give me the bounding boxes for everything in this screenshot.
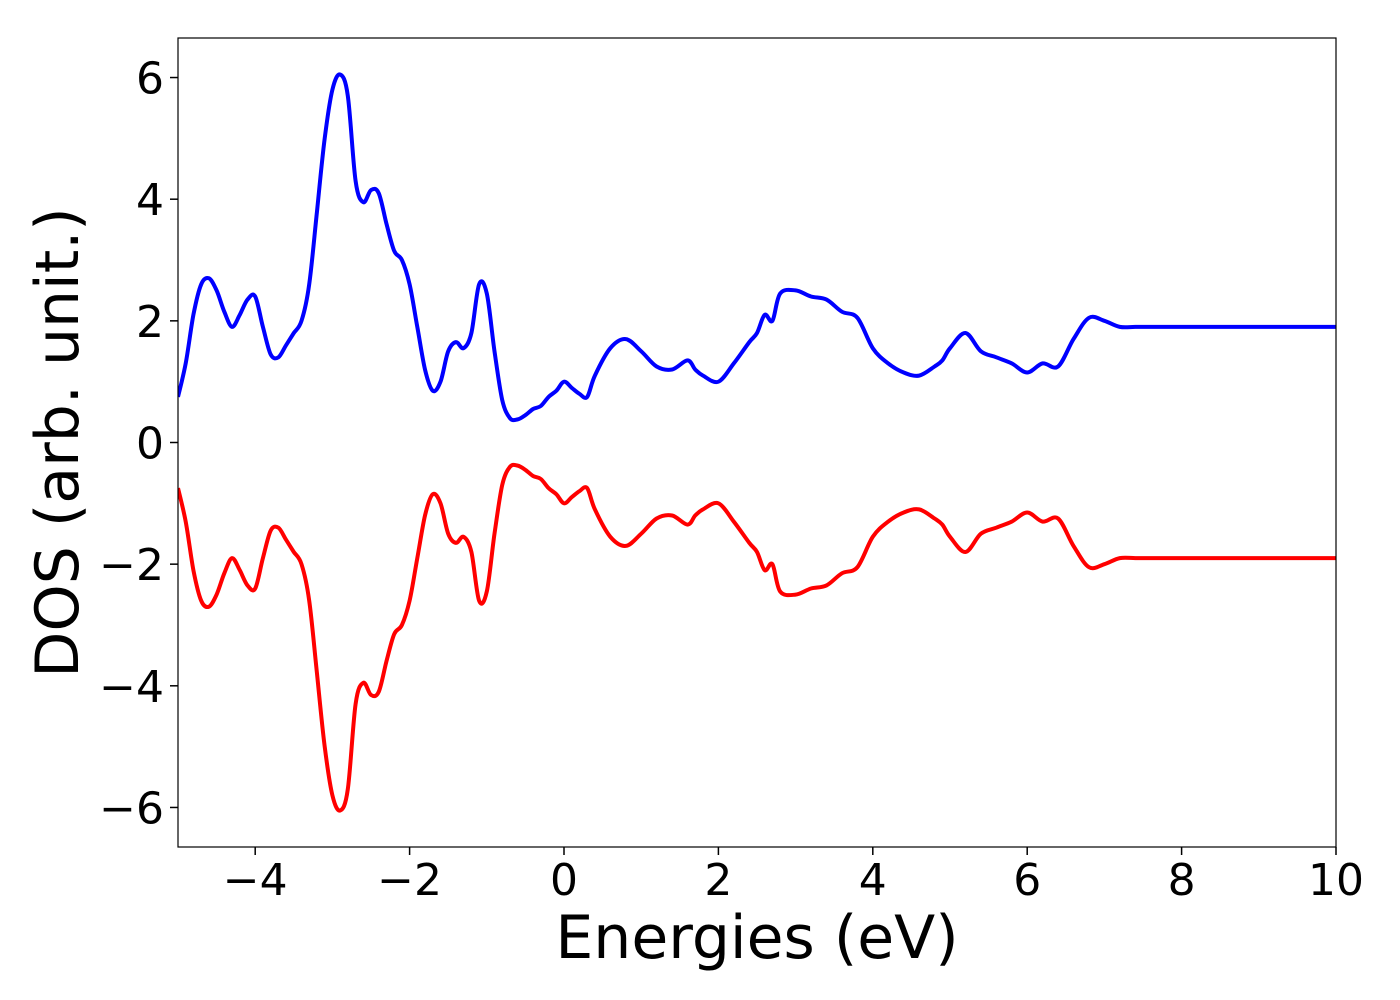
x-axis-ticks: −4 −2 0 2 4 6 8 10	[223, 847, 1364, 906]
x-axis-title: Energies (eV)	[555, 903, 958, 973]
y-tick-label: 2	[136, 297, 164, 348]
x-tick-label: 0	[550, 855, 578, 906]
x-tick-label: 8	[1168, 855, 1196, 906]
x-tick-label: 10	[1308, 855, 1364, 906]
x-tick-label: 2	[704, 855, 732, 906]
series-line-0	[178, 72, 1336, 423]
y-tick-label: −4	[99, 662, 164, 713]
x-tick-label: −2	[377, 855, 442, 906]
x-tick-label: −4	[223, 855, 288, 906]
y-tick-label: 0	[136, 419, 164, 470]
y-axis-ticks: −6 −4 −2 0 2 4 6	[99, 54, 178, 834]
x-tick-label: 6	[1013, 855, 1041, 906]
x-tick-label: 4	[859, 855, 887, 906]
y-tick-label: 4	[136, 175, 164, 226]
y-tick-label: −2	[99, 540, 164, 591]
y-tick-label: −6	[99, 783, 164, 834]
y-tick-label: 6	[136, 54, 164, 105]
series-layer	[178, 72, 1336, 813]
series-line-1	[178, 462, 1336, 813]
y-axis-title: DOS (arb. unit.)	[23, 207, 93, 677]
